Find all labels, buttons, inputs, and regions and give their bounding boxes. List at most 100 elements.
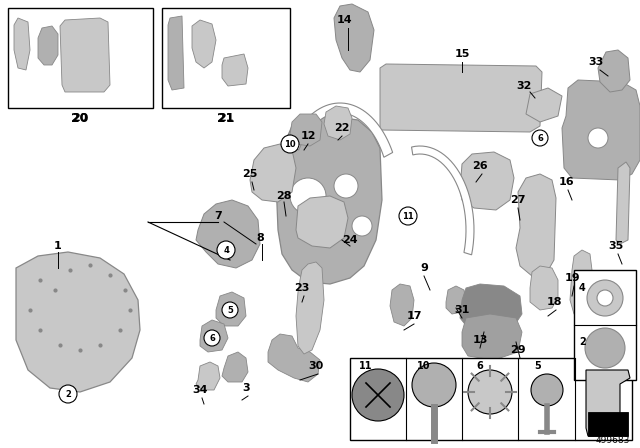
Text: 13: 13 <box>472 335 488 345</box>
Circle shape <box>412 363 456 407</box>
Text: 30: 30 <box>308 361 324 371</box>
Polygon shape <box>530 266 558 310</box>
Text: 499683: 499683 <box>596 435 630 444</box>
Text: 32: 32 <box>516 81 532 91</box>
Text: 27: 27 <box>510 195 525 205</box>
Polygon shape <box>268 334 320 382</box>
Polygon shape <box>460 284 522 330</box>
Text: 25: 25 <box>243 169 258 179</box>
Circle shape <box>352 369 404 421</box>
Text: 31: 31 <box>454 305 470 315</box>
Bar <box>162 8 290 108</box>
Polygon shape <box>222 54 248 86</box>
Polygon shape <box>412 146 474 255</box>
Text: 10: 10 <box>284 139 296 148</box>
Polygon shape <box>334 4 374 72</box>
Polygon shape <box>250 144 296 202</box>
Text: 12: 12 <box>300 131 316 141</box>
Text: 33: 33 <box>588 57 604 67</box>
Text: 4: 4 <box>579 283 586 293</box>
Polygon shape <box>462 314 522 360</box>
Circle shape <box>352 216 372 236</box>
Text: 20: 20 <box>71 112 89 125</box>
Circle shape <box>532 130 548 146</box>
Text: 21: 21 <box>217 112 235 125</box>
Text: 26: 26 <box>472 161 488 171</box>
Circle shape <box>585 328 625 368</box>
Polygon shape <box>60 18 110 92</box>
Polygon shape <box>168 16 184 90</box>
Text: 3: 3 <box>242 383 250 393</box>
Text: 7: 7 <box>214 211 222 221</box>
Text: 17: 17 <box>406 311 422 321</box>
Text: 20: 20 <box>72 113 88 123</box>
Polygon shape <box>296 196 348 248</box>
Text: 6: 6 <box>477 361 483 371</box>
Polygon shape <box>598 50 630 92</box>
Polygon shape <box>562 80 640 180</box>
Circle shape <box>597 290 613 306</box>
Polygon shape <box>460 152 514 210</box>
Circle shape <box>281 135 299 153</box>
Circle shape <box>334 174 358 198</box>
Text: 5: 5 <box>227 306 233 314</box>
Text: 2: 2 <box>579 337 586 347</box>
Text: 23: 23 <box>294 283 310 293</box>
Polygon shape <box>588 412 628 436</box>
Polygon shape <box>16 252 140 392</box>
Polygon shape <box>570 250 592 318</box>
Polygon shape <box>222 352 248 382</box>
Bar <box>574 270 636 380</box>
Polygon shape <box>14 18 30 70</box>
Text: 6: 6 <box>209 333 215 343</box>
Polygon shape <box>192 20 216 68</box>
Text: 11: 11 <box>402 211 414 220</box>
Polygon shape <box>216 292 246 326</box>
Bar <box>8 8 153 108</box>
Polygon shape <box>390 284 414 326</box>
Polygon shape <box>38 26 58 65</box>
Bar <box>350 358 632 440</box>
Circle shape <box>290 178 326 214</box>
Text: 22: 22 <box>334 123 349 133</box>
Circle shape <box>217 241 235 259</box>
Circle shape <box>531 374 563 406</box>
Text: 15: 15 <box>454 49 470 59</box>
Circle shape <box>204 330 220 346</box>
Text: 24: 24 <box>342 235 358 245</box>
Circle shape <box>587 280 623 316</box>
Text: 10: 10 <box>417 361 431 371</box>
Text: 29: 29 <box>510 345 526 355</box>
Text: 9: 9 <box>420 263 428 273</box>
Text: 6: 6 <box>537 134 543 142</box>
Text: 19: 19 <box>564 273 580 283</box>
Text: 28: 28 <box>276 191 292 201</box>
Polygon shape <box>586 370 630 436</box>
Text: 11: 11 <box>359 361 372 371</box>
Polygon shape <box>526 88 562 122</box>
Polygon shape <box>196 362 220 390</box>
Polygon shape <box>616 162 630 244</box>
Circle shape <box>399 207 417 225</box>
Text: 5: 5 <box>534 361 541 371</box>
Text: 2: 2 <box>65 389 71 399</box>
Polygon shape <box>446 286 466 314</box>
Text: 14: 14 <box>336 15 352 25</box>
Polygon shape <box>291 103 393 157</box>
Text: 4: 4 <box>223 246 229 254</box>
Text: 35: 35 <box>609 241 623 251</box>
Polygon shape <box>276 116 382 284</box>
Circle shape <box>222 302 238 318</box>
Polygon shape <box>380 64 542 132</box>
Circle shape <box>468 370 512 414</box>
Circle shape <box>59 385 77 403</box>
Polygon shape <box>200 320 228 352</box>
Polygon shape <box>290 114 322 146</box>
Circle shape <box>588 128 608 148</box>
Text: 21: 21 <box>218 113 234 123</box>
Text: 16: 16 <box>558 177 574 187</box>
Polygon shape <box>196 200 260 268</box>
Text: 8: 8 <box>256 233 264 243</box>
Polygon shape <box>296 262 324 354</box>
Text: 1: 1 <box>54 241 62 251</box>
